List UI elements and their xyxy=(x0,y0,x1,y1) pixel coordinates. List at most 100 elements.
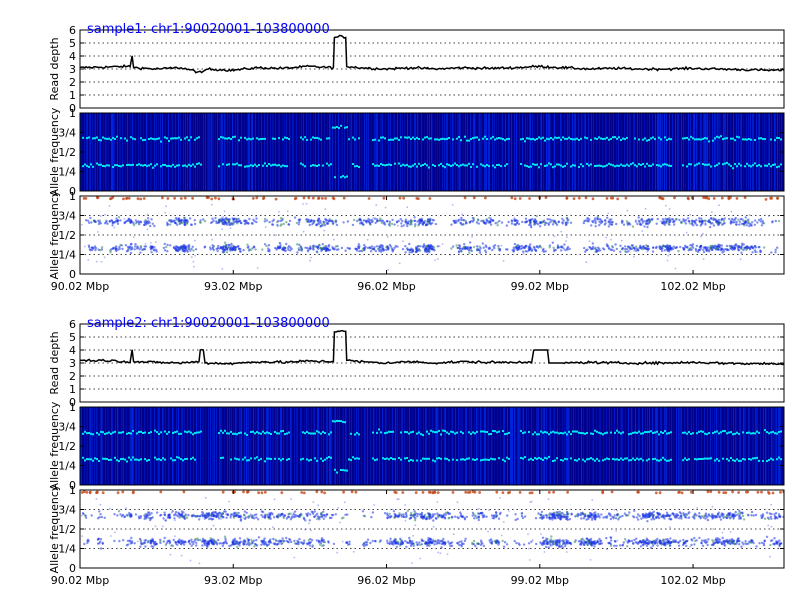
scatter-point xyxy=(677,541,680,544)
heatmap-stripe xyxy=(622,407,623,485)
allele-band-mark xyxy=(130,458,132,461)
allele-band-mark xyxy=(348,138,350,141)
scatter-point xyxy=(426,218,430,221)
allele-band-mark xyxy=(630,163,632,166)
heatmap-stripe xyxy=(236,407,237,485)
scatter-point-top xyxy=(501,491,505,494)
heatmap-stripe xyxy=(222,113,223,191)
scatter-point xyxy=(477,515,480,519)
allele-band-mark xyxy=(440,138,442,141)
scatter-point xyxy=(388,222,391,225)
allele-band-mark xyxy=(102,136,104,139)
scatter-point xyxy=(485,245,488,249)
allele-band-mark xyxy=(164,164,166,166)
allele-band-mark xyxy=(534,163,536,166)
scatter-point-top xyxy=(616,197,620,201)
scatter-point-sparse xyxy=(688,244,691,247)
scatter-point xyxy=(130,540,134,543)
allele-band-mark xyxy=(86,458,88,461)
scatter-point xyxy=(237,511,240,515)
allele-band-mark xyxy=(102,457,104,460)
scatter-point xyxy=(249,248,252,252)
allele-band-mark xyxy=(352,456,354,459)
scatter-point xyxy=(103,222,107,225)
allele-band-mark xyxy=(356,431,358,434)
allele-band-mark xyxy=(656,430,658,433)
allele-band-mark xyxy=(748,164,750,167)
scatter-point xyxy=(215,220,218,223)
scatter-point xyxy=(625,247,629,251)
scatter-point xyxy=(306,250,310,253)
scatter-point xyxy=(530,540,533,543)
allele-band-mark xyxy=(642,163,644,165)
allele-band-mark xyxy=(582,458,584,461)
scatter-point-sparse xyxy=(718,204,720,207)
allele-band-mark xyxy=(158,458,160,461)
allele-band-mark xyxy=(598,136,600,139)
scatter-point xyxy=(643,225,646,228)
scatter-point-top xyxy=(464,490,468,494)
heatmap-stripe xyxy=(330,407,331,485)
allele-band-mark xyxy=(108,164,110,167)
scatter-point xyxy=(386,516,389,520)
allele-band-mark xyxy=(546,457,548,460)
scatter-point xyxy=(406,247,409,250)
allele-band-mark xyxy=(468,139,470,142)
scatter-point xyxy=(695,224,699,227)
scatter-point xyxy=(252,539,256,542)
heatmap-stripe xyxy=(252,113,253,191)
scatter-point-top xyxy=(257,491,260,495)
scatter-point xyxy=(700,217,703,220)
scatter-point xyxy=(485,218,488,221)
heatmap-stripe xyxy=(122,407,123,485)
scatter-point xyxy=(141,248,144,251)
heatmap-stripe xyxy=(272,113,273,191)
allele-band-mark xyxy=(622,164,624,167)
heatmap-stripe xyxy=(749,407,750,485)
heatmap-stripe xyxy=(776,407,777,485)
heatmap-stripe xyxy=(512,407,513,485)
allele-band-mark xyxy=(462,432,464,435)
y-tick-label: 3/4 xyxy=(58,421,76,434)
heatmap-stripe xyxy=(710,407,711,485)
scatter-point xyxy=(564,223,568,227)
scatter-point xyxy=(212,244,216,248)
scatter-point xyxy=(183,246,187,249)
scatter-point-sparse xyxy=(665,204,667,207)
allele-band-mark xyxy=(316,430,318,433)
scatter-point xyxy=(560,249,563,252)
scatter-point xyxy=(742,224,746,227)
heatmap-stripe xyxy=(544,407,545,485)
heatmap-stripe xyxy=(180,113,181,191)
scatter-point-top xyxy=(704,196,707,200)
allele-band-mark xyxy=(244,432,246,435)
scatter-point xyxy=(326,221,329,225)
scatter-point xyxy=(163,242,166,246)
scatter-point xyxy=(149,224,152,228)
heatmap-stripe xyxy=(94,113,95,191)
allele-band-mark xyxy=(196,431,198,434)
allele-band-mark xyxy=(714,165,716,168)
allele-band-mark xyxy=(288,431,290,434)
scatter-point xyxy=(693,517,696,520)
heatmap-stripe xyxy=(323,407,324,485)
scatter-point xyxy=(263,217,267,221)
scatter-point xyxy=(686,217,690,220)
allele-band-mark xyxy=(184,458,186,461)
heatmap-stripe xyxy=(700,113,701,191)
heatmap-stripe xyxy=(514,113,515,191)
allele-band-mark xyxy=(400,431,402,434)
scatter-point xyxy=(333,247,336,250)
heatmap-stripe xyxy=(306,407,307,485)
allele-band-mark xyxy=(240,431,242,434)
allele-band-mark xyxy=(190,431,192,434)
scatter-point-sparse xyxy=(149,241,152,244)
allele-band-mark xyxy=(712,139,714,142)
allele-band-mark xyxy=(452,164,454,167)
scatter-point xyxy=(351,223,355,227)
heatmap-stripe xyxy=(183,113,184,191)
scatter-point-sparse xyxy=(565,240,567,243)
scatter-point xyxy=(460,540,463,543)
allele-band-mark xyxy=(342,469,344,472)
